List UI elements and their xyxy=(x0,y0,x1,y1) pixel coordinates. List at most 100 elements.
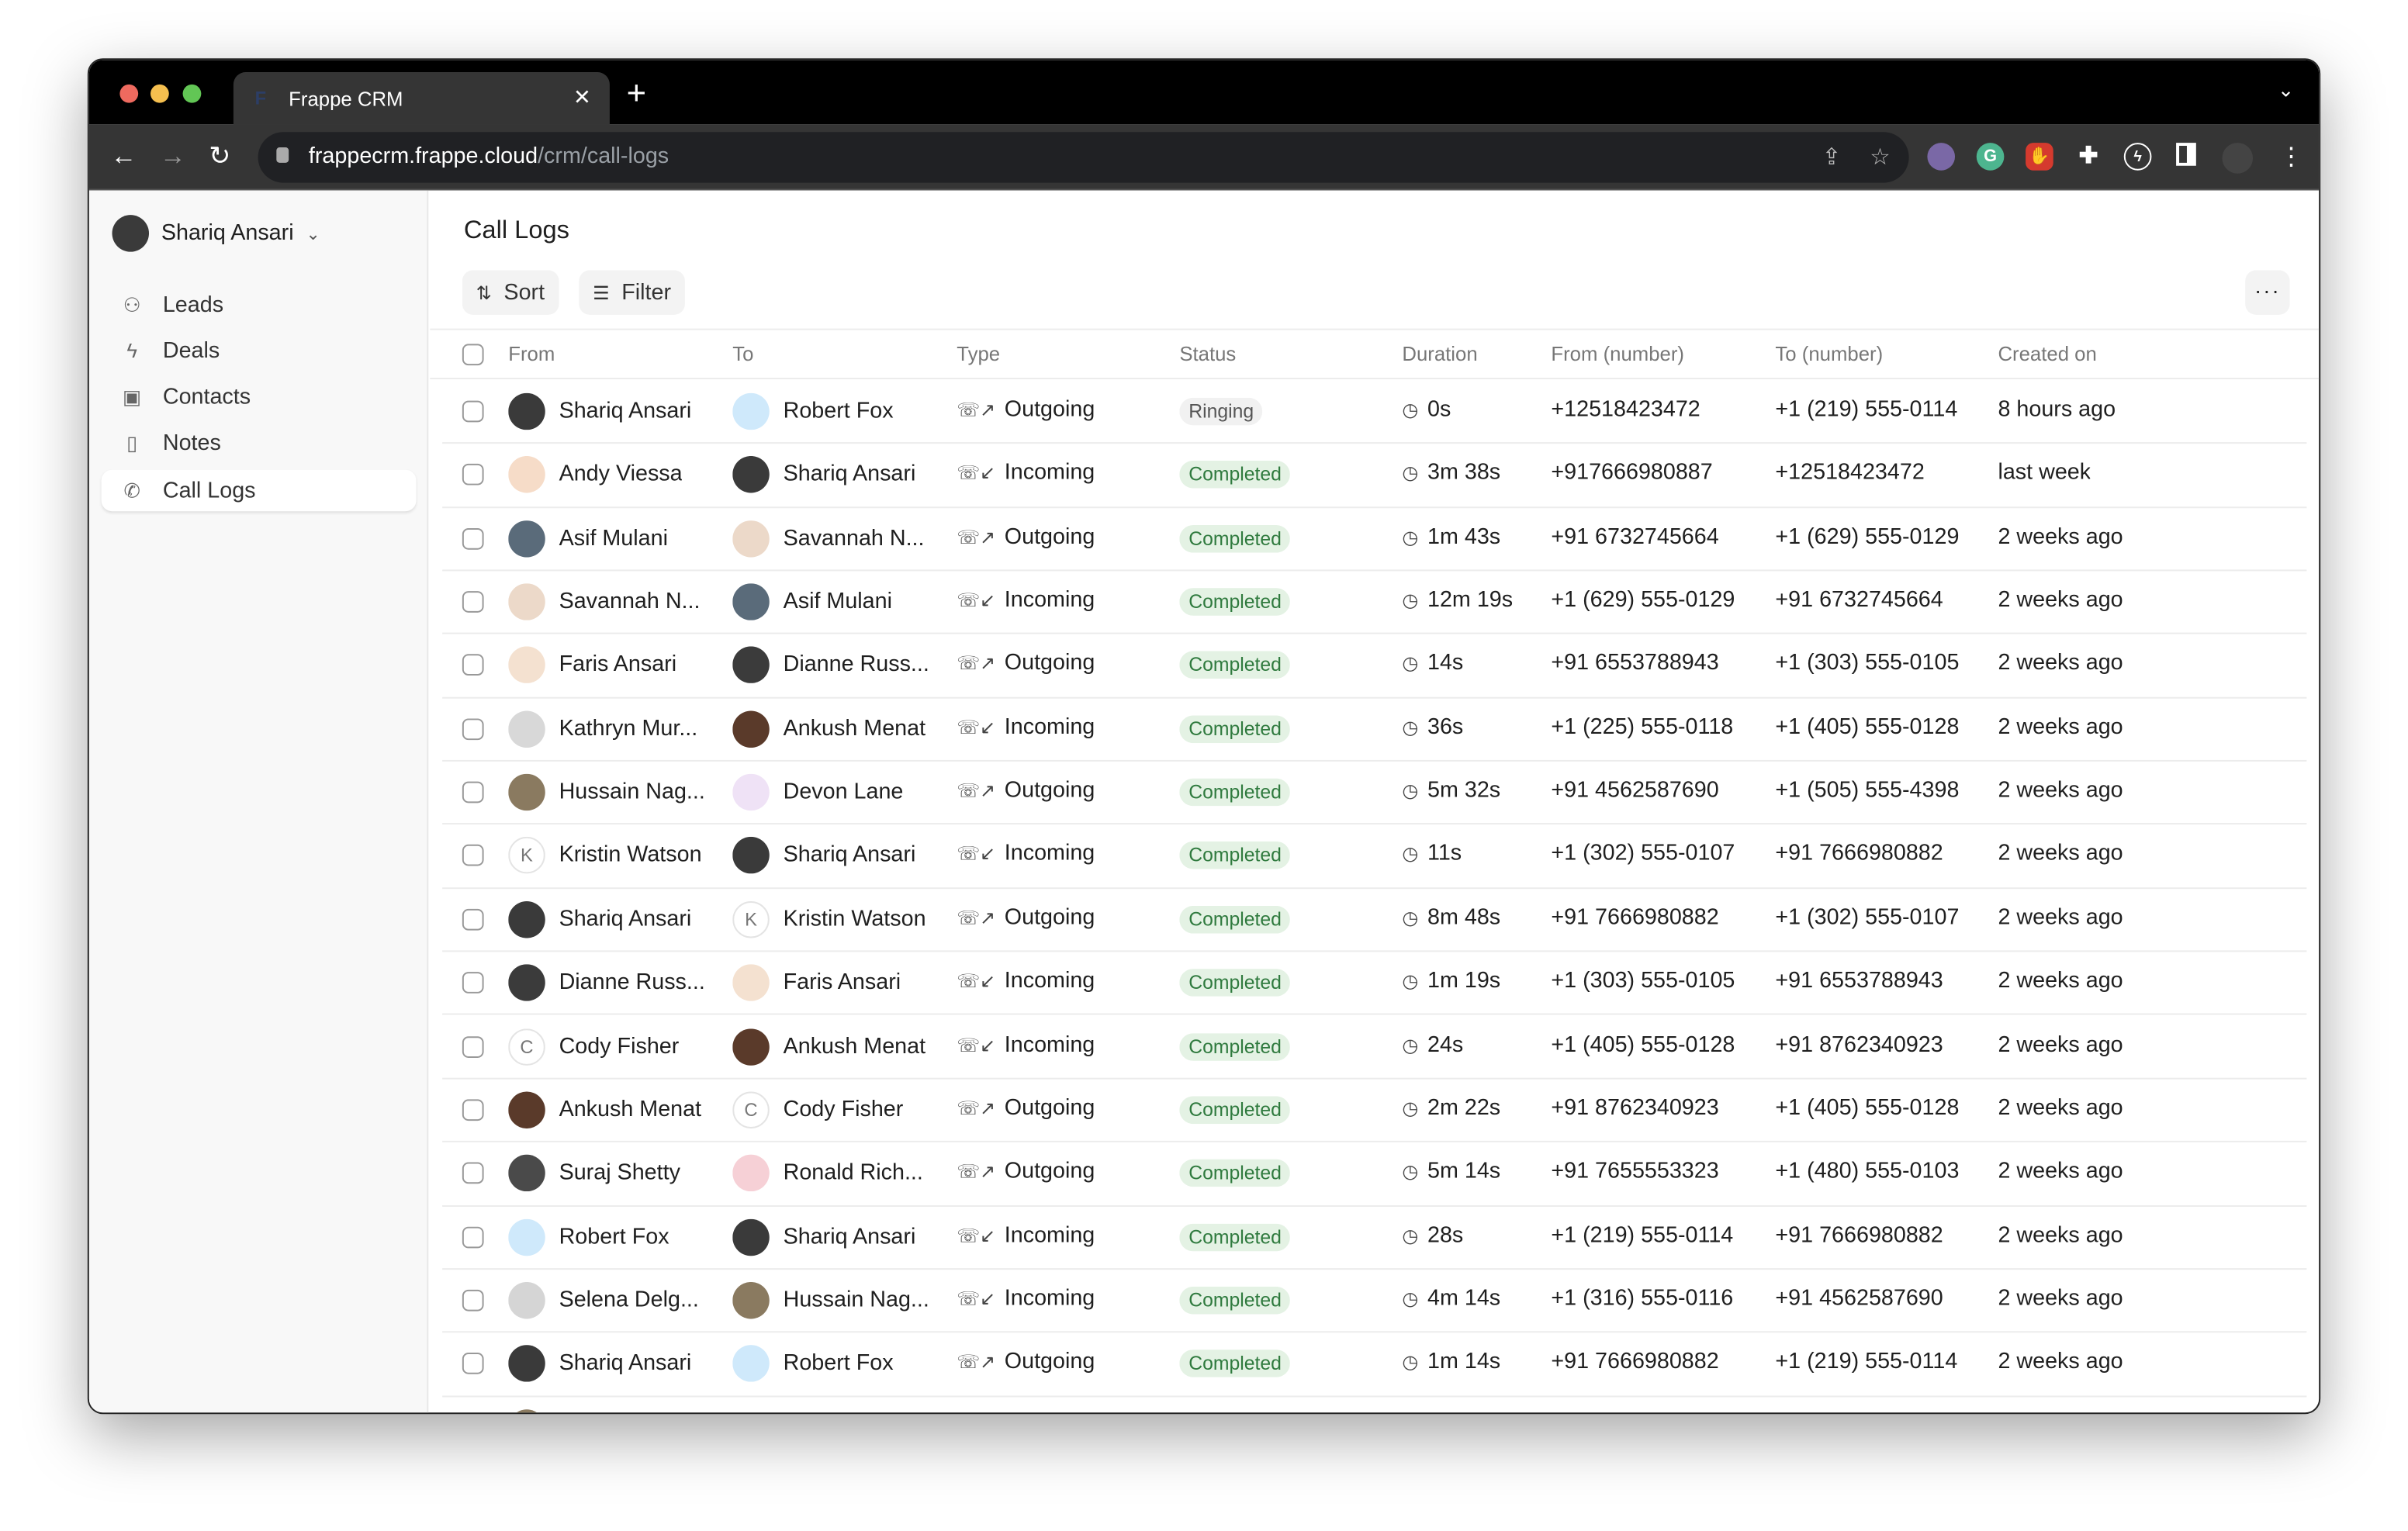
clock-icon: ◷ xyxy=(1402,1287,1419,1310)
row-checkbox[interactable] xyxy=(462,972,484,994)
avatar xyxy=(508,456,545,494)
to-name: Asif Mulani xyxy=(783,589,892,614)
avatar xyxy=(732,1028,770,1065)
octocat-extension-icon[interactable] xyxy=(1927,143,1956,171)
table-row[interactable]: Shariq Ansari Robert Fox ☏↗ Outgoing Comp… xyxy=(442,1333,2307,1397)
row-checkbox[interactable] xyxy=(462,400,484,423)
from-number: +1 (316) 555-0116 xyxy=(1551,1286,1734,1312)
from-name: Faris Ansari xyxy=(559,653,677,678)
clock-icon: ◷ xyxy=(1402,843,1419,866)
table-row[interactable] xyxy=(442,1397,2306,1413)
table-row[interactable]: Ankush Menat C Cody Fisher ☏↗ Outgoing Com… xyxy=(442,1079,2307,1143)
table-row[interactable]: Dianne Russ... Faris Ansari ☏↙ Incoming C… xyxy=(442,952,2307,1016)
column-header-from-number[interactable]: From (number) xyxy=(1551,342,1685,366)
status-badge: Completed xyxy=(1179,651,1291,679)
clock-icon: ◷ xyxy=(1402,399,1419,421)
avatar xyxy=(508,1281,545,1319)
column-header-status[interactable]: Status xyxy=(1179,342,1237,366)
extensions-puzzle-icon[interactable]: ✚ xyxy=(2078,143,2098,169)
filter-button[interactable]: ☰ Filter xyxy=(579,270,685,315)
outgoing-call-icon: ☏↗ xyxy=(957,907,995,929)
row-checkbox[interactable] xyxy=(462,1225,484,1248)
row-checkbox[interactable] xyxy=(462,655,484,676)
share-icon[interactable]: ⇪ xyxy=(1822,144,1842,171)
from-number: +1 (225) 555-0118 xyxy=(1551,714,1734,740)
reload-icon[interactable]: ↻ xyxy=(209,141,231,171)
minimize-window-icon[interactable] xyxy=(150,84,169,103)
from-number: +1 (302) 555-0107 xyxy=(1551,842,1735,867)
status-badge: Completed xyxy=(1179,1032,1291,1060)
column-header-to[interactable]: To xyxy=(732,342,754,366)
user-menu[interactable]: Shariq Ansari ⌄ xyxy=(112,215,320,252)
row-checkbox[interactable] xyxy=(462,1353,484,1375)
sidebar-item-leads[interactable]: ⚇ Leads xyxy=(102,284,417,325)
outgoing-call-icon: ☏↗ xyxy=(957,1351,995,1374)
column-header-duration[interactable]: Duration xyxy=(1402,342,1478,366)
row-checkbox[interactable] xyxy=(462,1099,484,1121)
bookmark-star-icon[interactable]: ☆ xyxy=(1870,144,1891,171)
table-row[interactable]: Hussain Nag... Devon Lane ☏↗ Outgoing Com… xyxy=(442,762,2307,825)
row-checkbox[interactable] xyxy=(462,1289,484,1312)
select-all-checkbox[interactable] xyxy=(462,344,484,366)
row-checkbox[interactable] xyxy=(462,908,484,931)
grammarly-extension-icon[interactable]: G xyxy=(1976,143,2005,171)
table-row[interactable]: Shariq Ansari K Kristin Watson ☏↗ Outgoing… xyxy=(442,889,2307,952)
row-checkbox[interactable] xyxy=(462,781,484,804)
column-header-to-number[interactable]: To (number) xyxy=(1775,342,1884,366)
table-row[interactable]: Shariq Ansari Robert Fox ☏↗ Outgoing Ring… xyxy=(442,381,2307,444)
row-checkbox[interactable] xyxy=(462,527,484,550)
adblock-extension-icon[interactable]: ✋ xyxy=(2026,143,2053,171)
forward-icon[interactable]: → xyxy=(159,141,186,171)
tab-search-chevron-icon[interactable]: ⌄ xyxy=(2277,78,2295,102)
sidebar-item-notes[interactable]: ▯ Notes xyxy=(102,423,417,465)
bolt-extension-icon[interactable]: ϟ xyxy=(2123,143,2152,171)
sidebar-item-contacts[interactable]: ▣ Contacts xyxy=(102,377,417,418)
close-tab-icon[interactable]: ✕ xyxy=(573,84,592,109)
new-tab-icon[interactable]: + xyxy=(626,74,647,112)
table-row[interactable]: Robert Fox Shariq Ansari ☏↙ Incoming Comp… xyxy=(442,1206,2307,1270)
to-name: Dianne Russ... xyxy=(783,653,929,678)
sidebar-item-call-logs[interactable]: ✆ Call Logs xyxy=(101,470,417,512)
row-checkbox[interactable] xyxy=(462,717,484,740)
avatar xyxy=(732,520,770,557)
table-row[interactable]: Kathryn Mur... Ankush Menat ☏↙ Incoming C… xyxy=(442,698,2307,762)
table-row[interactable]: Andy Viessa Shariq Ansari ☏↙ Incoming Com… xyxy=(442,444,2307,508)
side-panel-icon[interactable] xyxy=(2176,143,2196,166)
initial-avatar: K xyxy=(508,837,545,875)
more-options-button[interactable]: ··· xyxy=(2245,270,2290,315)
url-text[interactable]: frappecrm.frappe.cloud/crm/call-logs xyxy=(309,144,669,169)
close-window-icon[interactable] xyxy=(119,84,139,103)
row-checkbox[interactable] xyxy=(462,464,484,486)
column-header-type[interactable]: Type xyxy=(957,342,1001,366)
sort-button[interactable]: ⇅ Sort xyxy=(462,270,559,315)
browser-tab[interactable]: F Frappe CRM ✕ xyxy=(233,72,610,125)
table-row[interactable]: K Kristin Watson Shariq Ansari ☏↙ Incoming… xyxy=(442,825,2307,889)
table-row[interactable]: C Cody Fisher Ankush Menat ☏↙ Incoming Com… xyxy=(442,1016,2307,1080)
table-row[interactable]: Asif Mulani Savannah N... ☏↗ Outgoing Com… xyxy=(442,508,2307,572)
row-checkbox[interactable] xyxy=(462,1162,484,1184)
table-row[interactable]: Selena Delg... Hussain Nag... ☏↙ Incoming… xyxy=(442,1270,2307,1333)
created-on: 2 weeks ago xyxy=(1998,524,2123,550)
row-checkbox[interactable] xyxy=(462,845,484,867)
to-number: +1 (505) 555-4398 xyxy=(1775,778,1960,804)
table-row[interactable]: Suraj Shetty Ronald Rich... ☏↗ Outgoing C… xyxy=(442,1142,2307,1207)
row-checkbox[interactable] xyxy=(462,1035,484,1057)
sidebar-item-deals[interactable]: ϟ Deals xyxy=(102,330,417,372)
browser-menu-icon[interactable]: ⋮ xyxy=(2278,144,2304,171)
avatar xyxy=(508,710,545,748)
column-header-created-on[interactable]: Created on xyxy=(1998,342,2097,366)
row-checkbox[interactable] xyxy=(462,591,484,613)
column-header-from[interactable]: From xyxy=(508,342,555,366)
clock-icon: ◷ xyxy=(1402,1034,1419,1056)
profile-avatar-icon[interactable] xyxy=(2222,143,2254,174)
back-icon[interactable]: ← xyxy=(110,141,137,171)
avatar xyxy=(732,456,770,494)
table-row[interactable]: Savannah N... Asif Mulani ☏↙ Incoming Com… xyxy=(442,572,2307,635)
duration: 8m 48s xyxy=(1427,905,1501,931)
created-on: 2 weeks ago xyxy=(1998,1032,2123,1057)
sort-icon: ⇅ xyxy=(476,282,492,303)
table-row[interactable]: Faris Ansari Dianne Russ... ☏↗ Outgoing C… xyxy=(442,634,2307,699)
address-bar[interactable]: frappecrm.frappe.cloud/crm/call-logs ⇪ ☆ xyxy=(258,132,1909,183)
maximize-window-icon[interactable] xyxy=(182,84,202,103)
call-type: Incoming xyxy=(1004,842,1095,867)
